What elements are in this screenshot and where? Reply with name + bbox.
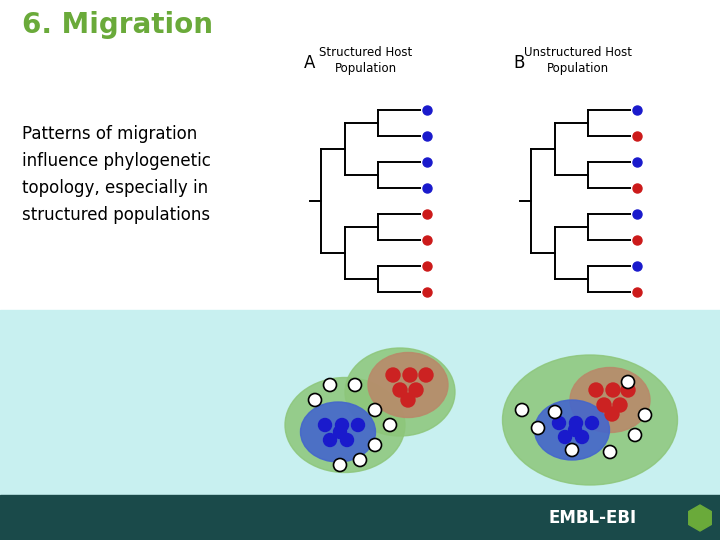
Circle shape: [606, 383, 620, 397]
Circle shape: [575, 430, 588, 443]
Circle shape: [351, 418, 364, 431]
Text: Structured Host
Population: Structured Host Population: [320, 46, 413, 75]
Ellipse shape: [534, 400, 610, 460]
Circle shape: [559, 430, 572, 443]
Ellipse shape: [300, 402, 376, 462]
Circle shape: [384, 418, 397, 431]
Circle shape: [613, 398, 627, 412]
Circle shape: [323, 379, 336, 392]
Circle shape: [333, 426, 346, 438]
Circle shape: [354, 454, 366, 467]
Circle shape: [516, 403, 528, 416]
Bar: [0, 310, 720, 495]
Circle shape: [393, 383, 407, 397]
Circle shape: [369, 403, 382, 416]
Circle shape: [621, 375, 634, 388]
Circle shape: [585, 416, 598, 429]
Circle shape: [629, 429, 642, 442]
Ellipse shape: [368, 353, 448, 417]
Ellipse shape: [345, 348, 455, 436]
Circle shape: [403, 368, 417, 382]
Circle shape: [597, 398, 611, 412]
Circle shape: [323, 434, 336, 447]
Circle shape: [336, 418, 348, 431]
Circle shape: [569, 423, 582, 436]
Circle shape: [419, 368, 433, 382]
Circle shape: [589, 383, 603, 397]
Text: Patterns of migration
influence phylogenetic
topology, especially in
structured : Patterns of migration influence phylogen…: [22, 125, 211, 224]
Circle shape: [570, 416, 582, 429]
Circle shape: [565, 443, 578, 456]
Text: A: A: [304, 54, 315, 72]
Circle shape: [401, 393, 415, 407]
Circle shape: [639, 408, 652, 422]
Ellipse shape: [503, 355, 678, 485]
Circle shape: [549, 406, 562, 419]
Circle shape: [386, 368, 400, 382]
Circle shape: [603, 446, 616, 458]
Ellipse shape: [570, 368, 650, 433]
Text: EMBL-EBI: EMBL-EBI: [548, 509, 636, 527]
Text: Unstructured Host
Population: Unstructured Host Population: [524, 46, 632, 75]
Circle shape: [605, 407, 619, 421]
Circle shape: [369, 438, 382, 451]
Circle shape: [341, 434, 354, 447]
Circle shape: [552, 416, 565, 429]
Circle shape: [409, 383, 423, 397]
Circle shape: [348, 379, 361, 392]
Bar: [0, 495, 720, 540]
Circle shape: [308, 394, 322, 407]
Circle shape: [318, 418, 331, 431]
Circle shape: [531, 422, 544, 435]
Circle shape: [333, 458, 346, 471]
Text: B: B: [513, 54, 524, 72]
Text: 6. Migration: 6. Migration: [22, 11, 213, 39]
Ellipse shape: [285, 377, 405, 472]
Circle shape: [621, 383, 635, 397]
